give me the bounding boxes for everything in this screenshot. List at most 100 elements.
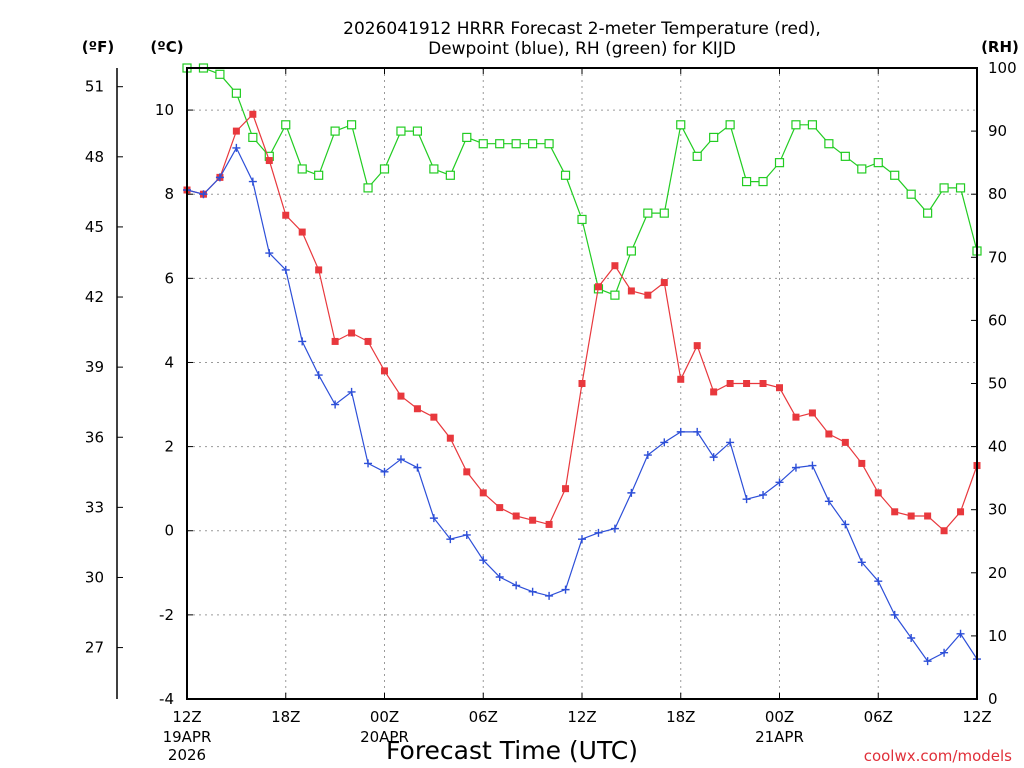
rh-tick-label: 90 <box>988 122 1007 140</box>
rh-point <box>873 158 883 168</box>
temperature-point <box>874 489 882 497</box>
temperature-point <box>644 291 652 299</box>
dewpoint-point <box>281 265 290 274</box>
fahrenheit-tick-label: 45 <box>85 218 104 236</box>
rh-point <box>741 176 752 187</box>
temperature-point <box>298 228 306 236</box>
dewpoint-point <box>660 438 669 447</box>
rh-tick-label: 10 <box>988 627 1007 645</box>
x-tick-label: 00Z <box>765 708 794 726</box>
rh-point <box>560 170 571 180</box>
x-tick-label: 06Z <box>469 708 498 726</box>
temperature-point <box>759 380 767 387</box>
rh-point <box>412 126 423 136</box>
rh-point <box>857 164 867 174</box>
x-tick-label: 12Z <box>172 708 201 726</box>
temperature-point <box>611 262 619 270</box>
temperature-point <box>578 380 586 387</box>
date-label: 20APR <box>360 728 409 746</box>
rh-point <box>774 158 785 168</box>
dewpoint-point <box>775 478 784 487</box>
dewpoint-point <box>331 400 340 409</box>
celsius-tick-label: 4 <box>164 353 174 371</box>
rh-tick-label: 50 <box>988 375 1007 393</box>
dewpoint-point <box>643 451 652 460</box>
temperature-point <box>249 110 257 118</box>
dewpoint-point <box>709 453 718 462</box>
dewpoint-point <box>561 585 570 594</box>
dewpoint-point <box>396 455 405 464</box>
celsius-tick-label: 0 <box>164 522 174 540</box>
rh-point <box>330 126 340 136</box>
temperature-point <box>627 287 635 295</box>
dewpoint-point <box>380 467 389 476</box>
rh-point <box>544 139 554 149</box>
rh-point <box>363 183 373 193</box>
rh-point <box>840 151 850 161</box>
dewpoint-point <box>940 648 949 657</box>
fahrenheit-tick-label: 42 <box>85 288 104 306</box>
dewpoint-point <box>265 249 274 258</box>
temperature-point <box>282 211 290 219</box>
rh-point <box>791 120 801 130</box>
dewpoint-point <box>693 427 702 436</box>
rh-point <box>429 164 439 174</box>
temperature-point <box>825 430 833 438</box>
temperature-point <box>446 434 454 442</box>
x-tick-label: 12Z <box>962 708 991 726</box>
temperature-point <box>792 413 800 421</box>
dewpoint-point <box>446 535 455 544</box>
fahrenheit-tick-label: 36 <box>85 428 104 446</box>
rh-point <box>890 170 900 180</box>
temperature-point <box>265 157 273 165</box>
rh-tick-label: 70 <box>988 248 1007 266</box>
date-label: 21APR <box>755 728 804 746</box>
dewpoint-point <box>841 520 850 529</box>
x-tick-label: 06Z <box>864 708 893 726</box>
fahrenheit-tick-label: 30 <box>85 568 104 586</box>
rh-point <box>659 208 669 218</box>
temperature-point <box>315 266 323 274</box>
temperature-point <box>677 375 685 383</box>
temperature-point <box>858 459 866 467</box>
temperature-point <box>364 337 372 345</box>
temperature-point <box>710 388 718 396</box>
dewpoint-point <box>578 535 586 544</box>
rh-point <box>462 132 472 143</box>
chart-title-line2: Dewpoint (blue), RH (green) for KIJD <box>428 39 736 59</box>
dewpoint-point <box>364 459 373 468</box>
temperature-point <box>381 367 388 375</box>
rh-point <box>610 290 620 300</box>
rh-point <box>626 246 636 256</box>
temperature-point <box>232 127 240 135</box>
dewpoint-point <box>232 143 241 152</box>
rh-point <box>478 139 488 149</box>
rh-point <box>824 139 834 149</box>
rh-point <box>248 132 258 143</box>
temperature-point <box>841 438 849 446</box>
celsius-tick-label: 6 <box>164 269 174 287</box>
rh-unit-label: (RH) <box>981 38 1019 56</box>
dewpoint-point <box>857 558 866 567</box>
dewpoint-point <box>248 177 257 186</box>
rh-point <box>939 183 949 193</box>
dewpoint-point <box>199 190 208 199</box>
plot-frame <box>186 67 978 700</box>
rh-tick-label: 60 <box>988 311 1007 329</box>
fahrenheit-unit-label: (ºF) <box>82 38 114 56</box>
temperature-point <box>562 485 570 493</box>
dewpoint-point <box>462 530 471 539</box>
temperature-point <box>463 468 471 476</box>
rh-point <box>215 69 225 79</box>
rh-point <box>281 120 291 130</box>
dewpoint-point <box>215 173 224 182</box>
celsius-tick-label: -2 <box>159 606 174 624</box>
rh-point <box>643 208 653 218</box>
celsius-tick-label: 8 <box>164 185 174 203</box>
rh-tick-label: 30 <box>988 501 1007 519</box>
dewpoint-point <box>528 587 537 596</box>
fahrenheit-tick-label: 33 <box>85 498 104 516</box>
dewpoint-point <box>874 577 883 586</box>
dewpoint-point <box>298 337 307 346</box>
